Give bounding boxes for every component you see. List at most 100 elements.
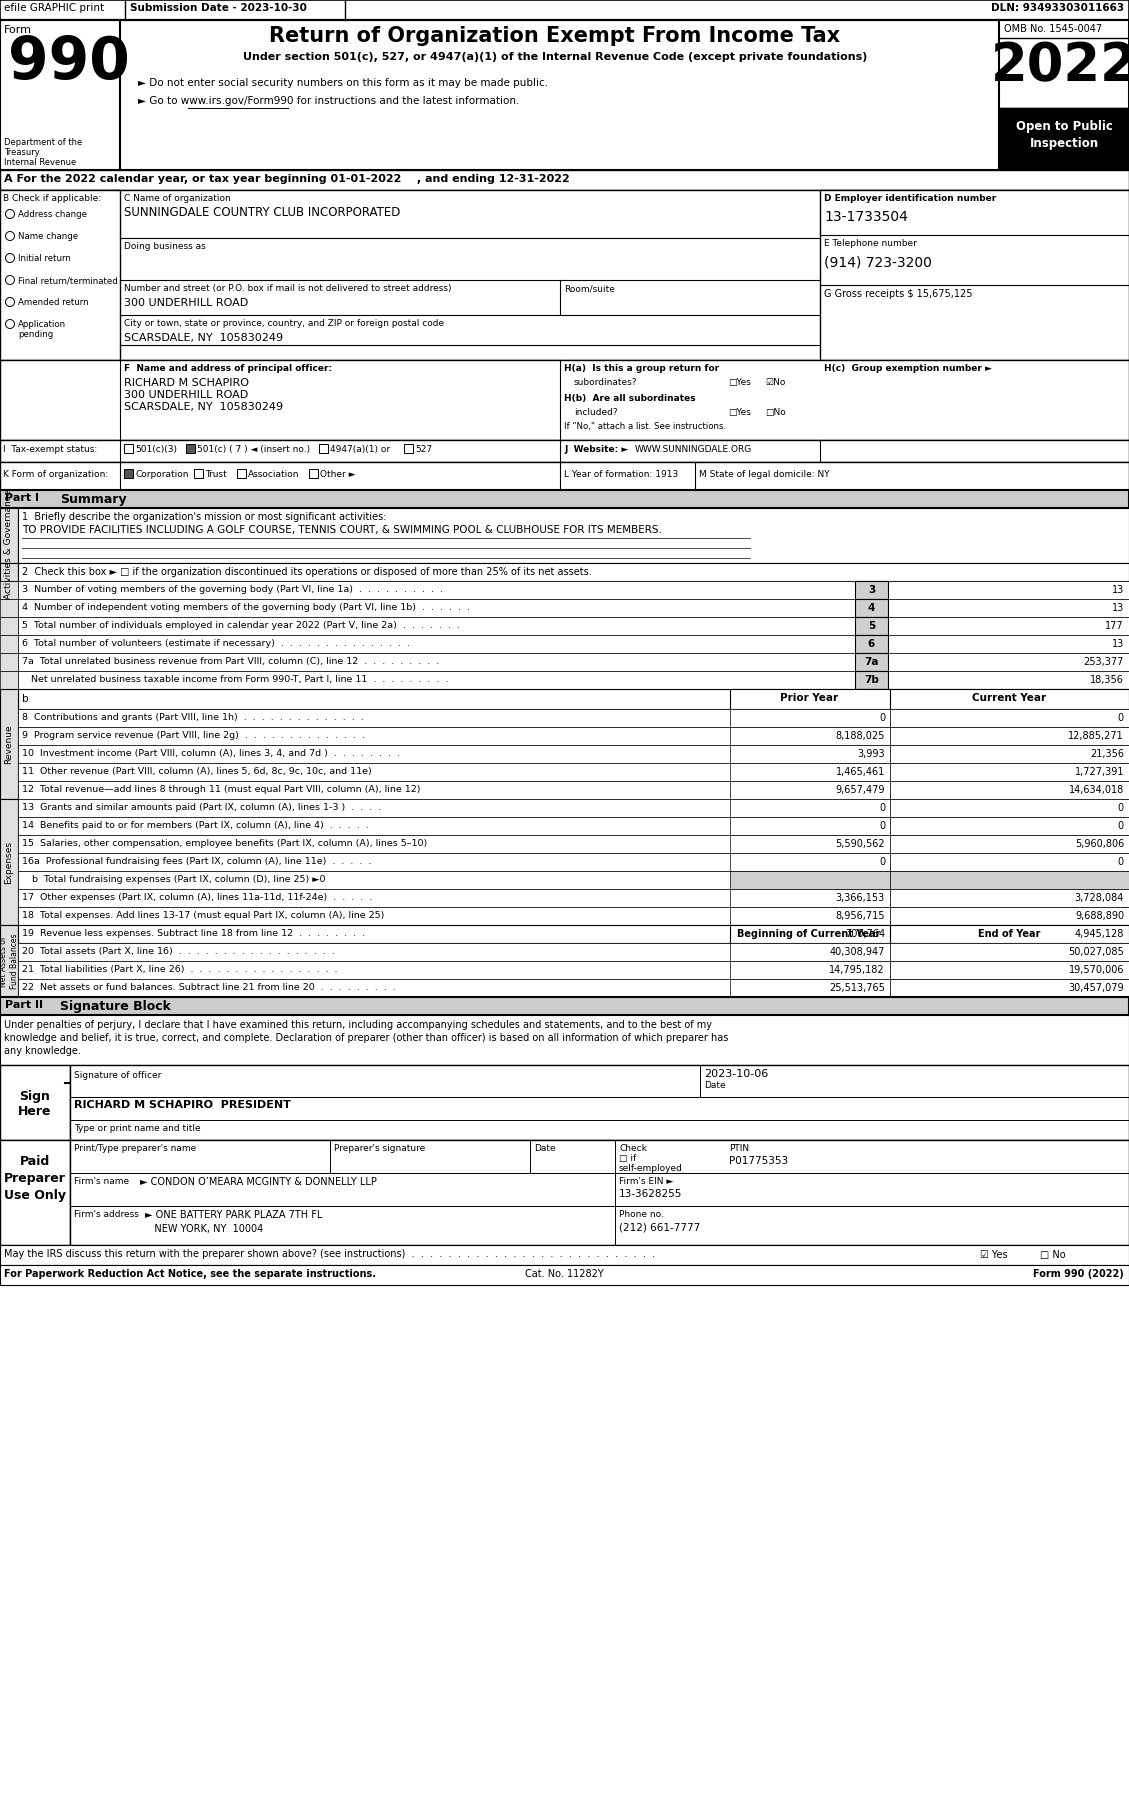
- Text: 7a  Total unrelated business revenue from Part VIII, column (C), line 12  .  .  : 7a Total unrelated business revenue from…: [21, 657, 439, 666]
- Text: G Gross receipts $ 15,675,125: G Gross receipts $ 15,675,125: [824, 288, 972, 299]
- Text: 527: 527: [415, 444, 432, 454]
- Text: 40,308,947: 40,308,947: [830, 947, 885, 958]
- Bar: [237, 470, 246, 479]
- Text: 0: 0: [1118, 713, 1124, 724]
- Bar: [0, 1264, 1129, 1284]
- Text: Inspection: Inspection: [1030, 138, 1099, 151]
- Text: 6: 6: [868, 639, 875, 649]
- Text: Room/suite: Room/suite: [564, 285, 615, 294]
- Bar: [890, 834, 1129, 853]
- Bar: [0, 1139, 70, 1244]
- Text: b  Total fundraising expenses (Part IX, column (D), line 25) ►0: b Total fundraising expenses (Part IX, c…: [32, 874, 325, 883]
- Text: ☑ Yes: ☑ Yes: [980, 1250, 1007, 1261]
- Bar: [309, 470, 318, 479]
- Text: C Name of organization: C Name of organization: [124, 194, 230, 203]
- Text: 11  Other revenue (Part VIII, column (A), lines 5, 6d, 8c, 9c, 10c, and 11e): 11 Other revenue (Part VIII, column (A),…: [21, 767, 371, 776]
- Text: For Paperwork Reduction Act Notice, see the separate instructions.: For Paperwork Reduction Act Notice, see …: [5, 1270, 376, 1279]
- Text: 14,795,182: 14,795,182: [830, 965, 885, 974]
- Text: K Form of organization:: K Form of organization:: [3, 470, 108, 479]
- Bar: [0, 171, 1129, 190]
- Bar: [18, 816, 1129, 834]
- Text: ► Do not enter social security numbers on this form as it may be made public.: ► Do not enter social security numbers o…: [138, 78, 548, 89]
- Text: Corporation: Corporation: [135, 470, 189, 479]
- Text: M State of legal domicile: NY: M State of legal domicile: NY: [699, 470, 830, 479]
- Text: □No: □No: [765, 408, 786, 417]
- Text: Firm's name: Firm's name: [75, 1177, 129, 1186]
- Text: WWW.SUNNINGDALE.ORG: WWW.SUNNINGDALE.ORG: [634, 444, 752, 454]
- Text: □Yes: □Yes: [728, 408, 751, 417]
- Bar: [0, 1244, 1129, 1264]
- Bar: [820, 190, 1129, 359]
- Bar: [730, 816, 890, 834]
- Bar: [730, 889, 890, 907]
- Text: included?: included?: [574, 408, 618, 417]
- Text: 12,885,271: 12,885,271: [1068, 731, 1124, 740]
- Bar: [18, 871, 1129, 889]
- Text: Use Only: Use Only: [5, 1188, 65, 1203]
- Bar: [730, 727, 890, 746]
- Text: Sign
Here: Sign Here: [18, 1090, 52, 1117]
- Text: RICHARD M SCHAPIRO  PRESIDENT: RICHARD M SCHAPIRO PRESIDENT: [75, 1099, 291, 1110]
- Text: 0: 0: [878, 822, 885, 831]
- Text: Firm's address: Firm's address: [75, 1210, 139, 1219]
- Text: Phone no.: Phone no.: [619, 1210, 664, 1219]
- Text: self-employed: self-employed: [619, 1165, 683, 1174]
- Bar: [0, 20, 1129, 171]
- Bar: [0, 190, 1129, 359]
- Bar: [18, 925, 1129, 943]
- Bar: [0, 0, 1129, 20]
- Text: Application
pending: Application pending: [18, 319, 67, 339]
- Text: ☑No: ☑No: [765, 377, 786, 386]
- Text: 1,465,461: 1,465,461: [835, 767, 885, 776]
- Text: 4  Number of independent voting members of the governing body (Part VI, line 1b): 4 Number of independent voting members o…: [21, 602, 470, 611]
- Text: 3: 3: [868, 584, 875, 595]
- Text: May the IRS discuss this return with the preparer shown above? (see instructions: May the IRS discuss this return with the…: [5, 1250, 655, 1259]
- Text: Part II: Part II: [5, 1000, 43, 1010]
- Bar: [730, 980, 890, 998]
- Bar: [855, 671, 889, 689]
- Bar: [890, 943, 1129, 961]
- Bar: [890, 907, 1129, 925]
- Text: 0: 0: [878, 804, 885, 813]
- Bar: [18, 889, 1129, 907]
- Text: F  Name and address of principal officer:: F Name and address of principal officer:: [124, 365, 332, 374]
- Text: 8,956,715: 8,956,715: [835, 911, 885, 922]
- Text: B Check if applicable:: B Check if applicable:: [3, 194, 102, 203]
- Text: Number and street (or P.O. box if mail is not delivered to street address): Number and street (or P.O. box if mail i…: [124, 285, 452, 294]
- Text: Preparer's signature: Preparer's signature: [334, 1145, 426, 1154]
- Text: Date: Date: [704, 1081, 726, 1090]
- Text: TO PROVIDE FACILITIES INCLUDING A GOLF COURSE, TENNIS COURT, & SWIMMING POOL & C: TO PROVIDE FACILITIES INCLUDING A GOLF C…: [21, 524, 662, 535]
- Text: 0: 0: [878, 713, 885, 724]
- Text: b: b: [21, 695, 28, 704]
- Text: 5,590,562: 5,590,562: [835, 840, 885, 849]
- Bar: [18, 746, 1129, 764]
- Text: 18  Total expenses. Add lines 13-17 (must equal Part IX, column (A), line 25): 18 Total expenses. Add lines 13-17 (must…: [21, 911, 384, 920]
- Text: Open to Public: Open to Public: [1016, 120, 1112, 132]
- Bar: [890, 798, 1129, 816]
- Text: PTIN: PTIN: [729, 1145, 750, 1154]
- Text: 2  Check this box ► □ if the organization discontinued its operations or dispose: 2 Check this box ► □ if the organization…: [21, 568, 592, 577]
- Bar: [855, 599, 889, 617]
- Bar: [124, 470, 133, 479]
- Text: DLN: 93493303011663: DLN: 93493303011663: [991, 4, 1124, 13]
- Text: SCARSDALE, NY  105830249: SCARSDALE, NY 105830249: [124, 403, 283, 412]
- Bar: [890, 889, 1129, 907]
- Text: 13: 13: [1112, 639, 1124, 649]
- Bar: [0, 490, 1129, 508]
- Text: 300 UNDERHILL ROAD: 300 UNDERHILL ROAD: [124, 297, 248, 308]
- Text: (914) 723-3200: (914) 723-3200: [824, 256, 931, 268]
- Text: 13: 13: [1112, 602, 1124, 613]
- Text: 300 UNDERHILL ROAD: 300 UNDERHILL ROAD: [124, 390, 248, 401]
- Bar: [18, 617, 1129, 635]
- Text: 3,993: 3,993: [857, 749, 885, 758]
- Text: Preparer: Preparer: [5, 1172, 65, 1185]
- Text: Department of the: Department of the: [5, 138, 82, 147]
- Bar: [18, 580, 1129, 599]
- Text: 50,027,085: 50,027,085: [1068, 947, 1124, 958]
- Bar: [0, 798, 18, 925]
- Text: Return of Organization Exempt From Income Tax: Return of Organization Exempt From Incom…: [270, 25, 841, 45]
- Text: Under section 501(c), 527, or 4947(a)(1) of the Internal Revenue Code (except pr: Under section 501(c), 527, or 4947(a)(1)…: [243, 53, 867, 62]
- Text: 9,688,890: 9,688,890: [1075, 911, 1124, 922]
- Text: Net unrelated business taxable income from Form 990-T, Part I, line 11  .  .  . : Net unrelated business taxable income fr…: [21, 675, 448, 684]
- Bar: [890, 853, 1129, 871]
